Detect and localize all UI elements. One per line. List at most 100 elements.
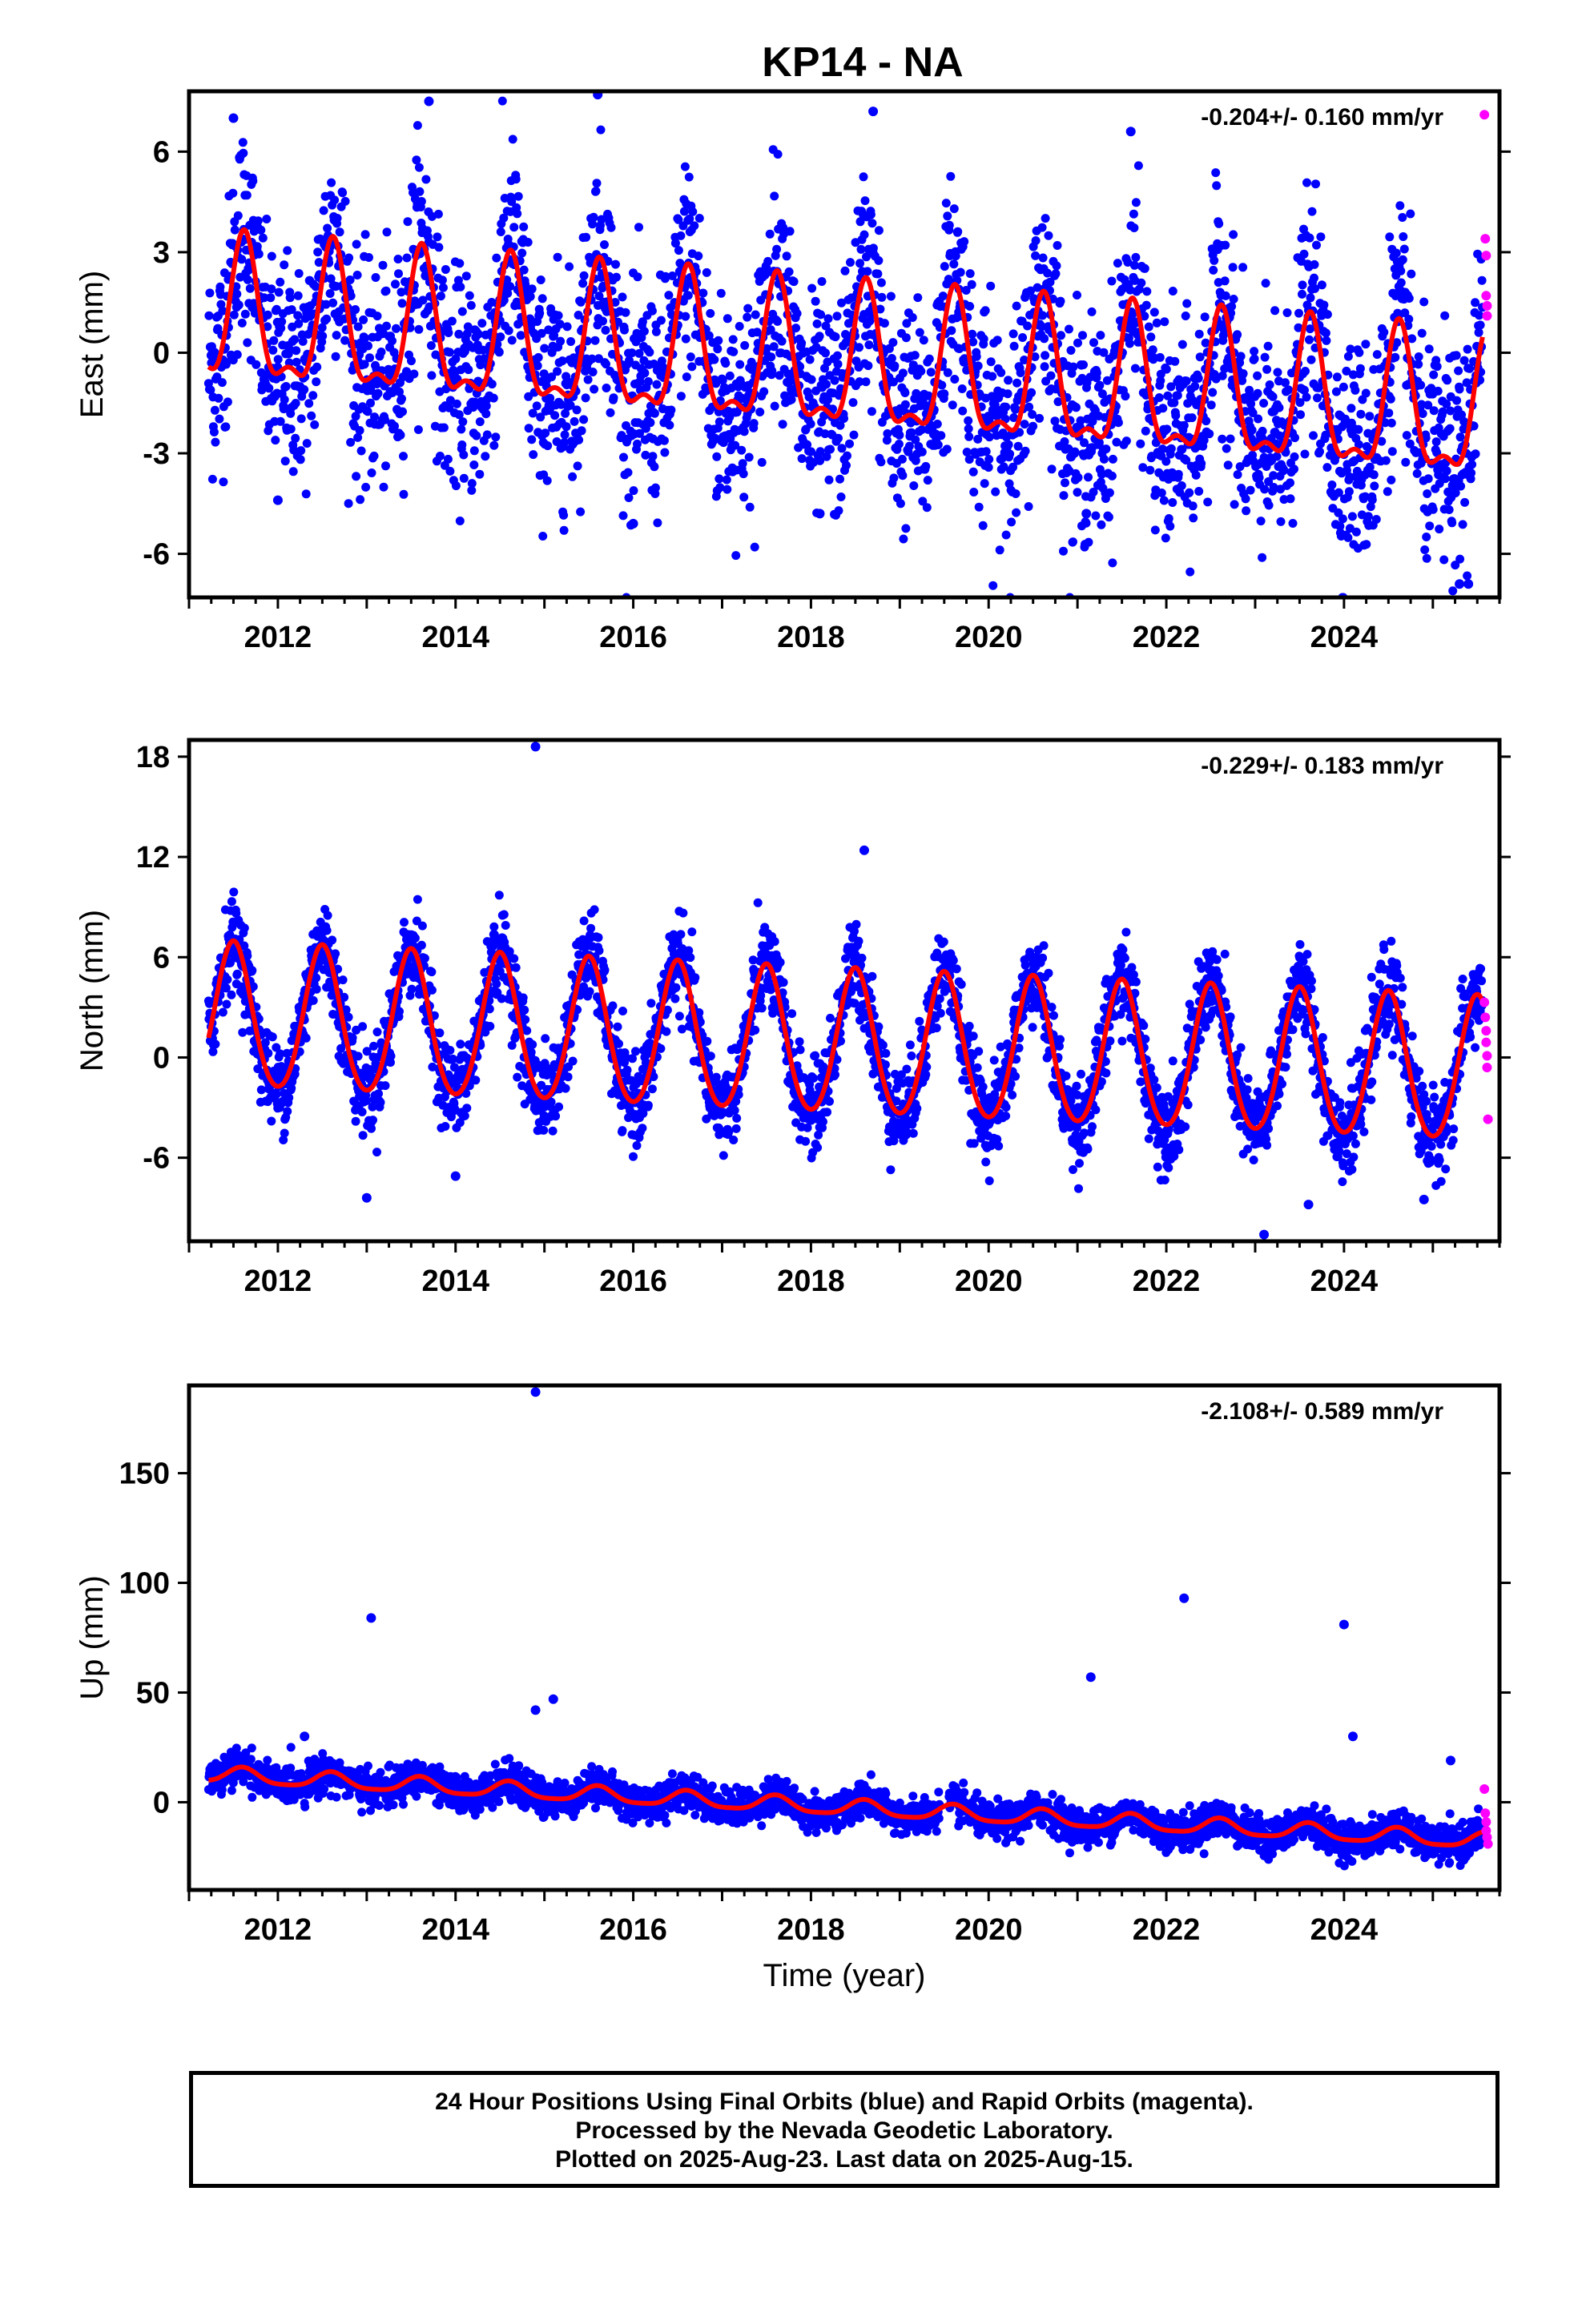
data-point xyxy=(590,336,600,345)
data-point xyxy=(211,437,220,447)
data-point xyxy=(1455,554,1465,564)
data-point xyxy=(1165,521,1175,531)
data-point xyxy=(855,259,864,268)
data-point xyxy=(811,1051,820,1060)
data-point xyxy=(366,398,375,408)
data-point xyxy=(737,445,747,455)
data-point xyxy=(1218,434,1227,444)
data-point xyxy=(855,217,865,227)
data-point xyxy=(1247,425,1257,435)
data-point xyxy=(291,399,300,408)
data-point xyxy=(579,415,589,424)
data-point xyxy=(345,275,355,284)
data-point xyxy=(372,312,382,321)
data-point xyxy=(511,175,521,184)
data-point xyxy=(723,314,732,324)
data-point xyxy=(862,252,871,262)
data-point xyxy=(996,368,1006,377)
data-point xyxy=(362,1047,372,1056)
data-point xyxy=(414,324,424,334)
data-point xyxy=(499,910,509,919)
data-point xyxy=(744,452,754,462)
data-point xyxy=(409,369,419,379)
data-point xyxy=(1404,294,1414,303)
data-point xyxy=(887,354,896,363)
data-point xyxy=(664,291,674,300)
data-point xyxy=(1004,440,1013,449)
data-point xyxy=(1365,412,1375,421)
data-point xyxy=(731,551,741,561)
data-point xyxy=(1407,334,1417,344)
data-point xyxy=(1084,472,1093,482)
data-point xyxy=(898,368,908,378)
data-point xyxy=(602,384,611,392)
data-point xyxy=(1173,469,1183,479)
data-point xyxy=(629,1152,638,1161)
data-point xyxy=(212,372,222,382)
data-point xyxy=(234,300,244,310)
data-point xyxy=(532,401,541,411)
data-point xyxy=(379,482,388,492)
data-point xyxy=(619,452,628,462)
data-point xyxy=(648,452,658,461)
data-point xyxy=(719,1151,728,1160)
data-point xyxy=(1121,392,1130,401)
data-point xyxy=(1038,311,1048,320)
data-point xyxy=(1306,324,1314,334)
data-point xyxy=(949,204,959,214)
data-point xyxy=(745,502,755,512)
data-point xyxy=(1346,344,1355,354)
data-point xyxy=(204,311,214,320)
data-point xyxy=(1099,348,1109,357)
data-point xyxy=(469,446,479,456)
data-point xyxy=(1281,378,1290,388)
data-point xyxy=(215,414,224,424)
data-point xyxy=(1254,472,1264,482)
data-point xyxy=(965,302,975,311)
data-point xyxy=(805,355,815,364)
data-point xyxy=(956,267,965,277)
data-point xyxy=(767,352,776,362)
data-point xyxy=(1113,259,1122,268)
data-point xyxy=(452,399,461,408)
data-point xyxy=(1164,514,1173,523)
data-point xyxy=(627,348,637,358)
data-point xyxy=(743,312,752,322)
data-point xyxy=(1423,489,1432,498)
data-point xyxy=(268,1032,277,1042)
data-point xyxy=(594,946,604,955)
data-point xyxy=(1150,525,1160,535)
data-point xyxy=(825,1096,834,1106)
data-point xyxy=(1294,308,1303,318)
data-point xyxy=(1311,179,1320,189)
data-point xyxy=(561,1084,570,1093)
data-point xyxy=(678,908,688,918)
data-point xyxy=(248,982,258,991)
data-point xyxy=(284,344,294,353)
data-point xyxy=(1334,508,1343,517)
data-point xyxy=(835,420,845,430)
data-point xyxy=(1061,478,1069,488)
data-point xyxy=(399,489,409,499)
data-point xyxy=(614,1039,623,1048)
data-point xyxy=(1407,269,1416,279)
data-point xyxy=(436,292,445,301)
data-point xyxy=(367,1124,376,1133)
data-point xyxy=(280,1128,289,1138)
data-point xyxy=(836,493,846,501)
data-point xyxy=(676,231,686,240)
data-point xyxy=(1279,464,1288,474)
data-point xyxy=(227,990,236,999)
data-point xyxy=(296,446,306,456)
data-point xyxy=(1148,345,1157,355)
data-point xyxy=(1102,376,1112,385)
x-tick-label: 2022 xyxy=(1133,621,1201,654)
data-point xyxy=(208,1047,218,1056)
data-point xyxy=(666,405,676,415)
data-point xyxy=(643,377,653,386)
data-point xyxy=(964,416,973,425)
data-point xyxy=(1210,255,1219,265)
data-point xyxy=(751,310,760,320)
data-point xyxy=(1392,338,1402,348)
data-point xyxy=(417,940,426,950)
